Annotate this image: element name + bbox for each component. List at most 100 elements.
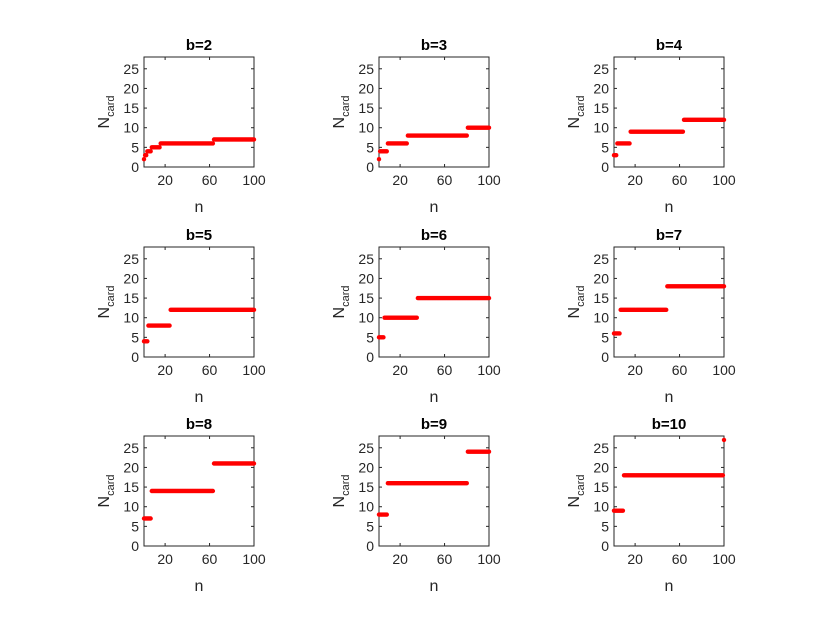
x-tick-label: 20 [627,551,643,567]
y-tick-label: 15 [358,100,374,116]
subplot-title: b=4 [656,37,683,54]
subplot-title: b=2 [186,37,212,54]
y-tick-label: 10 [358,499,374,515]
data-point [486,295,492,301]
x-tick-label: 20 [392,362,408,378]
y-tick-label: 15 [123,100,139,116]
x-tick-label: 100 [712,362,736,378]
y-axis-label-main: N [566,496,583,508]
axes-box [143,56,255,168]
data-point [381,335,386,340]
x-axis-label: n [195,578,204,595]
y-tick-label: 15 [123,479,139,495]
x-tick-label: 60 [437,172,453,188]
x-tick-label: 60 [672,362,688,378]
x-tick-label: 60 [437,362,453,378]
y-tick-label: 0 [601,159,609,175]
x-tick-label: 100 [242,362,266,378]
data-point [148,516,153,521]
x-tick-label: 20 [392,551,408,567]
subplot-9: b=10 0 5 10 15 20 25 20 60 100 n Ncard [566,416,736,595]
data-point [721,284,727,289]
data-point [144,153,149,158]
y-tick-label: 25 [358,440,374,456]
y-axis-label: Ncard [566,475,587,508]
y-tick-label: 20 [593,459,609,475]
y-tick-label: 10 [123,310,139,326]
y-axis-label-main: N [96,117,113,129]
data-point [157,145,162,150]
data-point [404,141,409,146]
y-tick-label: 15 [593,290,609,306]
y-tick-label: 25 [593,251,609,267]
y-tick-label: 15 [358,479,374,495]
y-tick-label: 5 [366,329,374,345]
y-axis-label-main: N [331,117,348,129]
x-axis-label: n [665,199,674,216]
y-tick-label: 20 [358,459,374,475]
y-tick-label: 0 [366,538,374,554]
y-axis-label-subscript: card [105,475,117,496]
data-point [721,117,727,123]
y-axis-label-subscript: card [575,286,587,307]
data-point [486,449,492,454]
data-point [627,141,632,146]
subplot-title: b=3 [421,37,447,54]
y-tick-label: 5 [601,139,609,155]
y-axis-label-main: N [96,496,113,508]
y-axis-label-subscript: card [105,96,117,117]
subplot-title: b=5 [186,227,212,244]
x-tick-label: 100 [712,551,736,567]
y-axis-label: Ncard [331,286,352,319]
x-axis-label: n [430,199,439,216]
subplot-4: b=5 0 5 10 15 20 25 20 60 100 n Ncard [96,227,266,406]
x-tick-label: 100 [477,551,501,567]
x-tick-label: 20 [157,362,173,378]
y-axis-label: Ncard [96,475,117,508]
y-tick-label: 15 [358,290,374,306]
y-tick-label: 10 [123,499,139,515]
data-point [620,508,626,513]
data-point [384,512,389,517]
y-tick-label: 0 [366,349,374,365]
x-tick-label: 100 [477,362,501,378]
y-tick-label: 25 [593,61,609,77]
data-point [614,153,619,158]
y-axis-label-main: N [331,496,348,508]
x-tick-label: 100 [712,172,736,188]
y-axis-label-main: N [566,117,583,129]
y-axis-label: Ncard [96,96,117,129]
data-point [251,137,257,142]
data-point [720,473,726,478]
y-axis-label: Ncard [331,96,352,129]
x-tick-label: 20 [627,362,643,378]
x-axis-label: n [430,578,439,595]
y-tick-label: 20 [358,270,374,286]
data-point [384,149,389,154]
subplot-8: b=9 0 5 10 15 20 25 20 60 100 n Ncard [331,416,501,595]
y-tick-label: 25 [123,61,139,77]
x-tick-label: 60 [202,172,218,188]
x-tick-label: 60 [672,172,688,188]
y-tick-label: 5 [601,329,609,345]
y-axis-label: Ncard [96,286,117,319]
y-tick-label: 5 [131,329,139,345]
y-tick-label: 20 [123,80,139,96]
subplot-1: b=2 0 5 10 15 20 25 20 60 100 n Ncard [96,37,266,216]
y-tick-label: 15 [593,479,609,495]
subplot-title: b=6 [421,227,447,244]
data-point [464,480,469,486]
subplot-6: b=7 0 5 10 15 20 25 20 60 100 n Ncard [566,227,736,406]
data-point [210,488,216,494]
data-point [145,339,150,344]
y-axis-label-subscript: card [340,475,352,496]
data-point [664,307,669,313]
y-tick-label: 20 [123,270,139,286]
y-axis-label-main: N [331,307,348,319]
data-point [464,133,469,138]
x-tick-label: 20 [392,172,408,188]
x-axis-label: n [195,199,204,216]
axes-box [613,246,725,358]
y-tick-label: 15 [123,290,139,306]
